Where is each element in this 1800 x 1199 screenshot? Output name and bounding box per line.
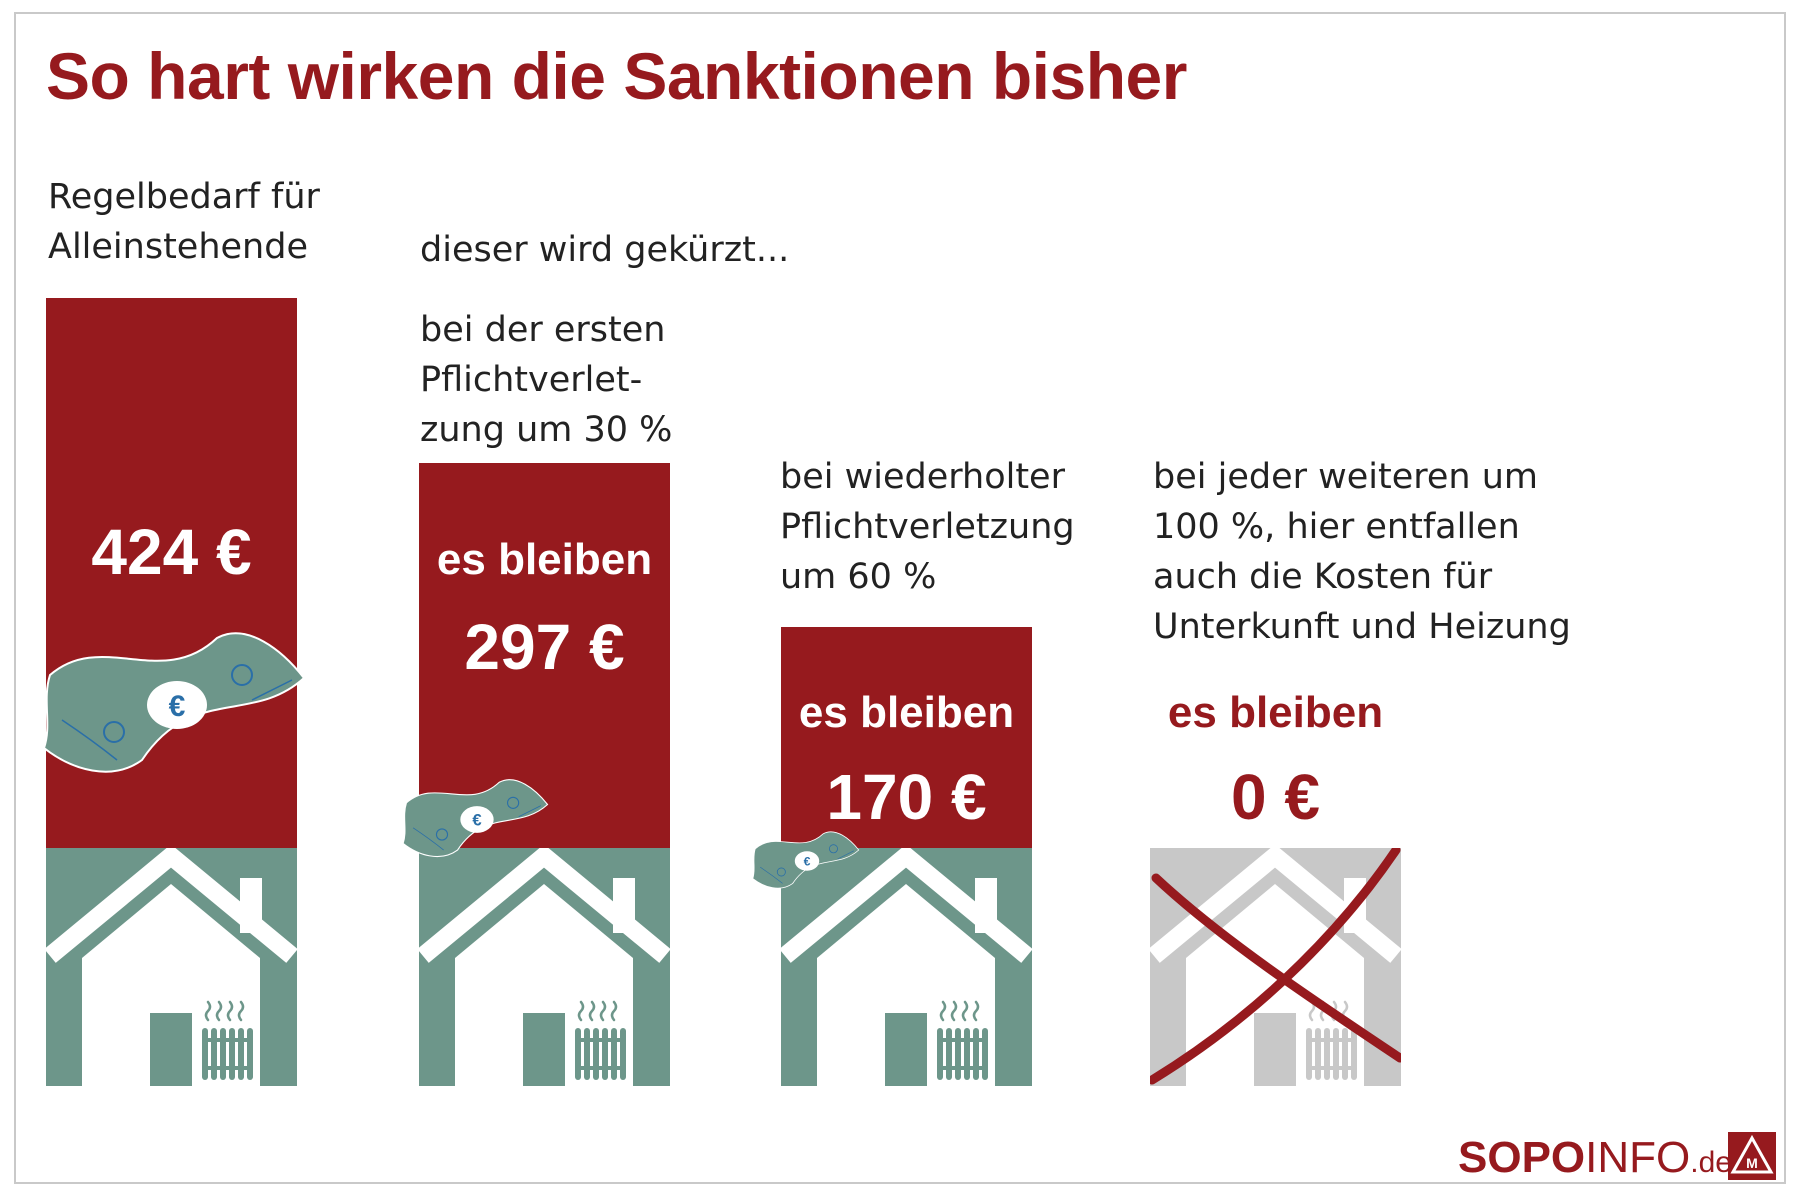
bar-first-violation: [419, 462, 670, 848]
page-title: So hart wirken die Sanktionen bisher: [46, 39, 1187, 113]
column-label-first-violation: bei der ersten Pflichtverlet- zung um 30…: [420, 310, 673, 450]
prefix-label-297: es bleiben: [436, 535, 653, 584]
crossed-out-house-icon: [1150, 848, 1401, 1086]
radiator-icon: [575, 1000, 626, 1080]
value-label-0: 0 €: [1231, 761, 1320, 833]
radiator-icon: [937, 1000, 988, 1080]
euro-symbol: €: [472, 811, 481, 830]
brand-sopo: SOPO: [1458, 1133, 1586, 1182]
house-icon: [419, 848, 670, 1086]
column-label-repeated-violation: bei wiederholter Pflichtverletzung um 60…: [780, 457, 1075, 597]
value-label-297: 297 €: [464, 611, 625, 683]
bar-repeated-violation: [781, 627, 1032, 848]
cross-mark: [1150, 848, 1401, 1085]
house-roof: [46, 848, 297, 963]
value-label-170: 170 €: [826, 761, 987, 833]
euro-symbol: €: [169, 690, 186, 723]
banknote-icon: €: [402, 779, 549, 858]
ig-metall-logo: M: [1728, 1132, 1776, 1180]
footer-brand: SOPOINFO.de: [1458, 1133, 1732, 1183]
house-door: [885, 1013, 927, 1086]
euro-symbol: €: [804, 854, 811, 868]
banknote-medallion: [794, 851, 820, 871]
intro-label: dieser wird gekürzt...: [420, 230, 790, 270]
banknote-medallion: [147, 681, 207, 729]
prefix-label-0: es bleiben: [1167, 688, 1384, 737]
house-roof: [419, 848, 670, 963]
house-roof: [781, 848, 1032, 963]
brand-domain: .de: [1690, 1146, 1732, 1179]
banknote-icon: €: [752, 831, 860, 889]
column-label-further-violation: bei jeder weiteren um 100 %, hier entfal…: [1153, 457, 1571, 647]
prefix-label-170: es bleiben: [798, 688, 1015, 737]
house-icon: [46, 848, 297, 1086]
house-roof: [1150, 848, 1401, 963]
infographic-frame: [14, 12, 1786, 1184]
house-door: [1254, 1013, 1296, 1086]
banknote-icon: €: [42, 632, 306, 773]
column-label-regelbedarf: Regelbedarf für Alleinstehende: [48, 177, 320, 267]
banknote-medallion: [460, 806, 494, 833]
radiator-icon: [1306, 1000, 1357, 1080]
svg-text:M: M: [1746, 1155, 1758, 1171]
brand-info: INFO: [1585, 1133, 1691, 1182]
house-icon: [781, 848, 1032, 1086]
value-label-424: 424 €: [91, 516, 252, 588]
radiator-icon: [202, 1000, 253, 1080]
house-door: [523, 1013, 565, 1086]
house-door: [150, 1013, 192, 1086]
